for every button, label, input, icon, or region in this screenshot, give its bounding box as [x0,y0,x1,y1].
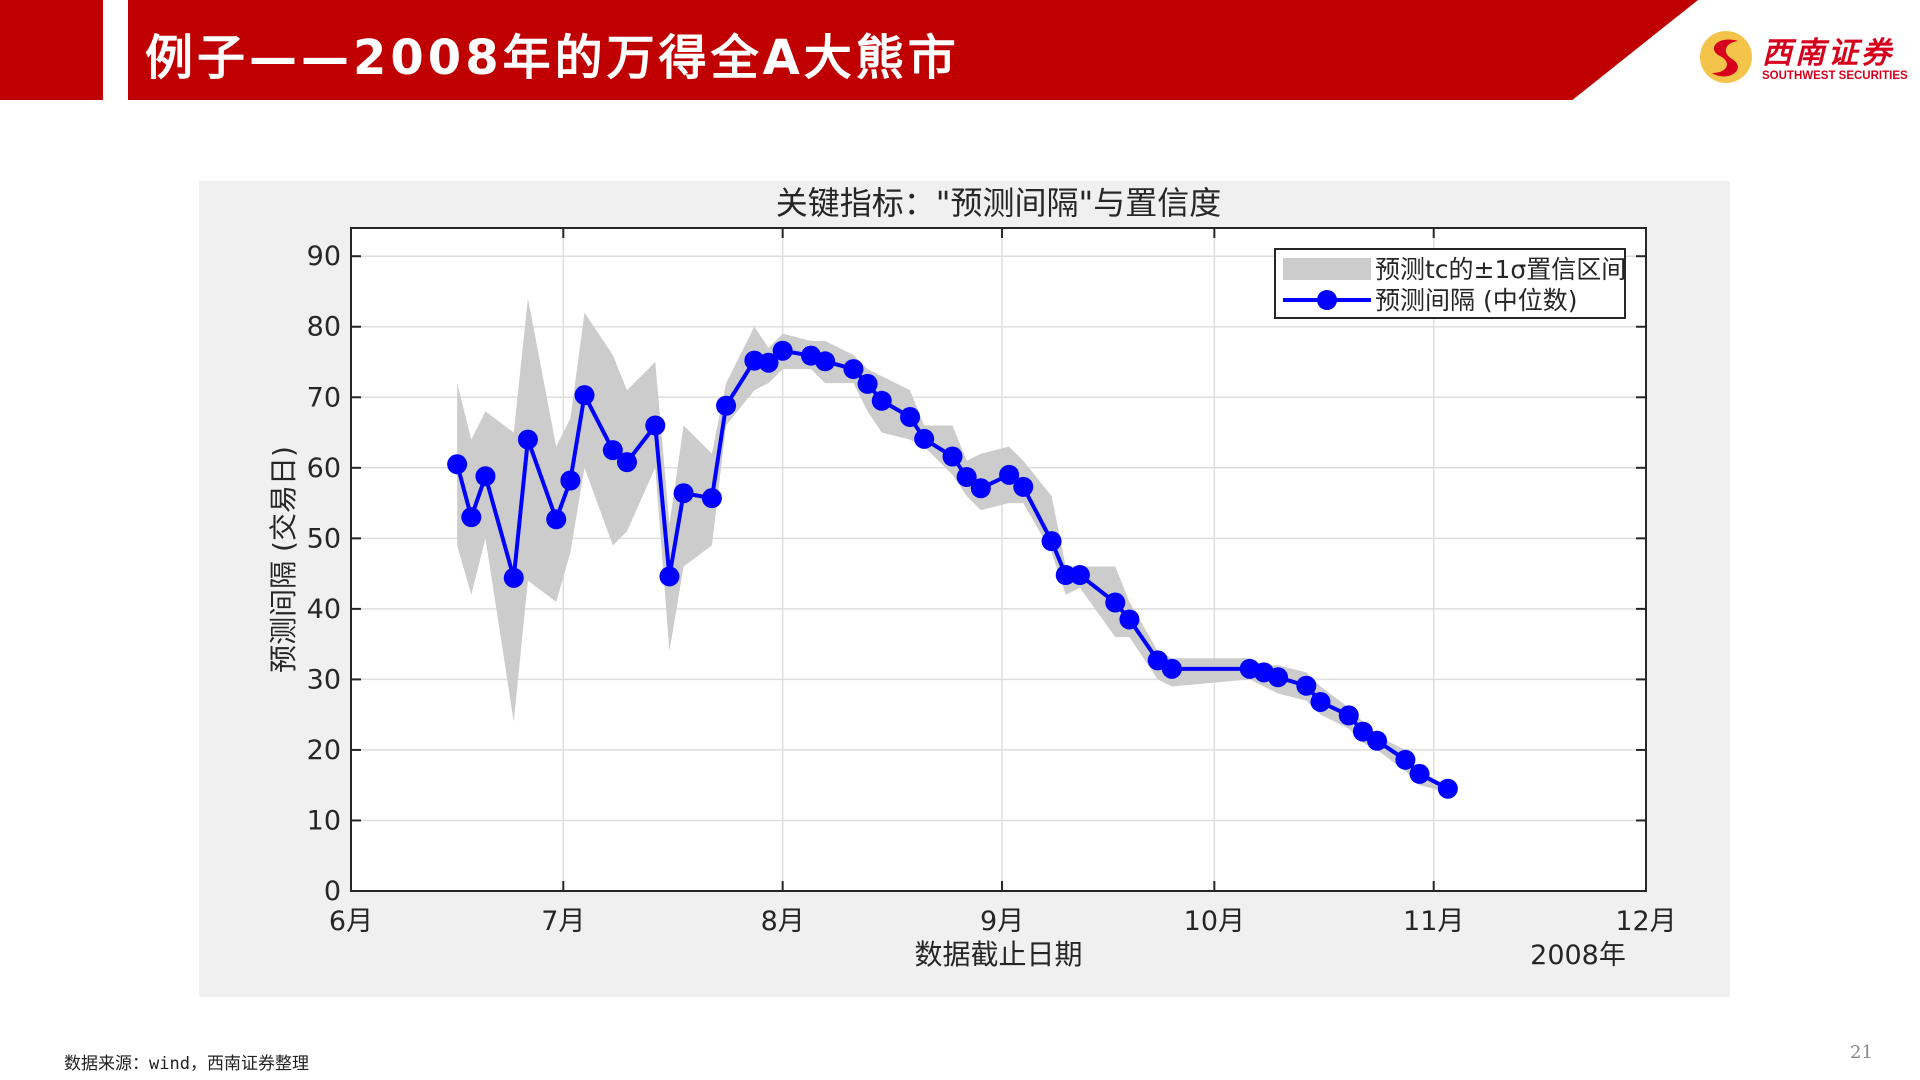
x-tick-label: 9月 [980,906,1024,937]
y-tick-label: 80 [307,312,341,343]
data-point [871,390,892,411]
y-tick-label: 30 [307,664,341,695]
page-number: 21 [1850,1042,1873,1063]
data-point [900,407,921,428]
data-point [1310,691,1331,712]
x-axis-year-label: 2008年 [1530,940,1626,971]
ticks: 0 10 20 30 40 50 60 70 80 90 6月 7月 8月 9月 10月 11月 12月 [307,228,1677,937]
data-point [1338,705,1359,726]
y-tick-label: 20 [307,735,341,766]
legend-marker [1317,290,1337,310]
data-point [1296,675,1317,696]
data-point [517,429,538,450]
y-tick-label: 70 [307,382,341,413]
x-tick-label: 8月 [761,906,805,937]
data-point [1437,778,1458,799]
data-point [999,464,1020,485]
x-tick-label: 7月 [541,906,585,937]
data-point [772,340,793,361]
data-point [659,566,680,587]
x-tick-label: 6月 [329,906,373,937]
data-point [1055,565,1076,586]
data-point [616,452,637,473]
data-point [560,470,581,491]
data-point [857,373,878,394]
y-tick-label: 60 [307,453,341,484]
y-tick-label: 40 [307,594,341,625]
data-point [1352,721,1373,742]
data-point [546,509,567,530]
data-point [1041,531,1062,552]
logo-text-en: SOUTHWEST SECURITIES [1762,70,1908,82]
data-point [1105,592,1126,613]
legend-band-swatch [1283,258,1371,280]
data-point [716,395,737,416]
data-point [701,488,722,509]
data-point [1409,763,1430,784]
y-tick-label: 0 [324,876,341,907]
data-point [1119,609,1140,630]
x-tick-label: 11月 [1403,906,1464,937]
page-title: 例子——2008年的万得全A大熊市 [145,30,960,86]
data-point [942,446,963,467]
data-point [673,483,694,504]
data-point [1069,565,1090,586]
data-point [475,466,496,487]
data-point [503,567,524,588]
data-point [461,507,482,528]
data-point [602,440,623,461]
data-point [645,415,666,436]
x-axis-label: 数据截止日期 [914,938,1082,971]
x-tick-label: 10月 [1184,906,1245,937]
data-point [447,454,468,475]
x-tick-label: 12月 [1615,906,1676,937]
header-red-block [0,0,103,100]
axes-frame [350,227,1647,892]
y-tick-label: 90 [307,241,341,272]
data-point [914,428,935,449]
y-tick-label: 50 [307,523,341,554]
data-point [1268,667,1289,688]
data-point [1395,749,1416,770]
data-point [758,352,779,373]
data-points [447,340,1458,799]
data-source-note: 数据来源：wind，西南证券整理 [64,1054,309,1074]
legend: 预测tc的±1σ置信区间 预测间隔 (中位数) [1274,248,1626,319]
data-point [956,466,977,487]
y-tick-label: 10 [307,805,341,836]
data-point [1367,730,1388,751]
data-point [1013,476,1034,497]
company-logo: 西南证券 SOUTHWEST SECURITIES [1698,26,1910,88]
logo-emblem-icon [1700,31,1752,83]
logo-text-cn: 西南证券 [1762,36,1894,71]
data-point [1161,658,1182,679]
data-point [843,359,864,380]
chart-title: 关键指标："预测间隔"与置信度 [776,184,1221,222]
data-point [574,385,595,406]
legend-entry-band: 预测tc的±1σ置信区间 [1375,255,1626,284]
header-banner [128,0,1698,100]
legend-entry-median: 预测间隔 (中位数) [1375,286,1577,315]
y-axis-label: 预测间隔 (交易日) [267,446,300,673]
data-point [970,478,991,499]
data-point [815,351,836,372]
